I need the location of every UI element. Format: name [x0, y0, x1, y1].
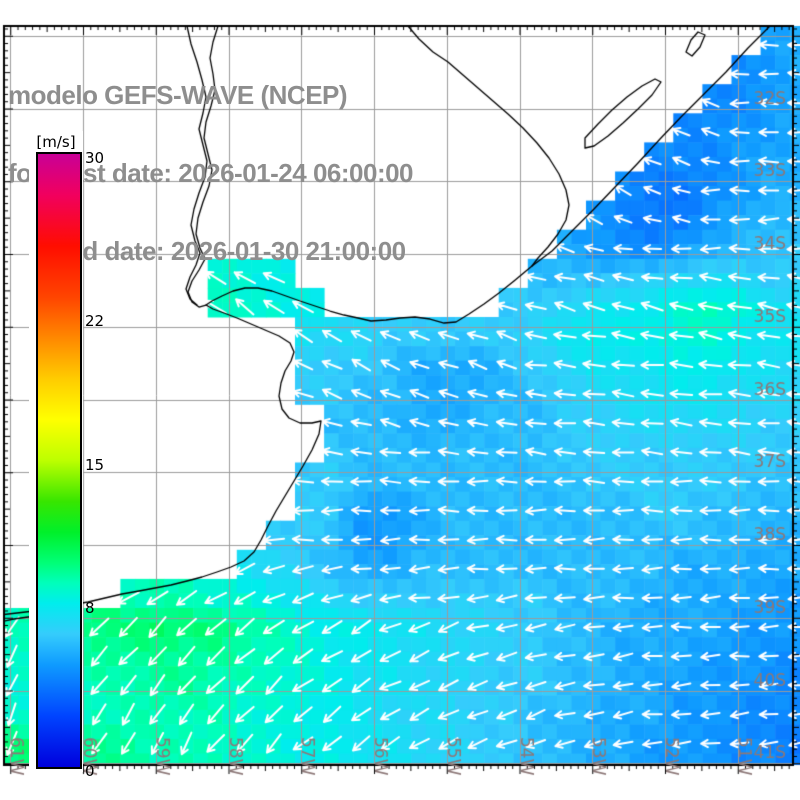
- colorbar-gradient: [36, 152, 82, 769]
- title-model-line: modelo GEFS-WAVE (NCEP): [8, 80, 348, 110]
- colorbar-unit-label: [m/s]: [36, 133, 76, 151]
- colorbar: [m/s]: [29, 131, 83, 772]
- title-valid-date-line: valid date: 2026-01-30 21:00:00: [41, 236, 406, 266]
